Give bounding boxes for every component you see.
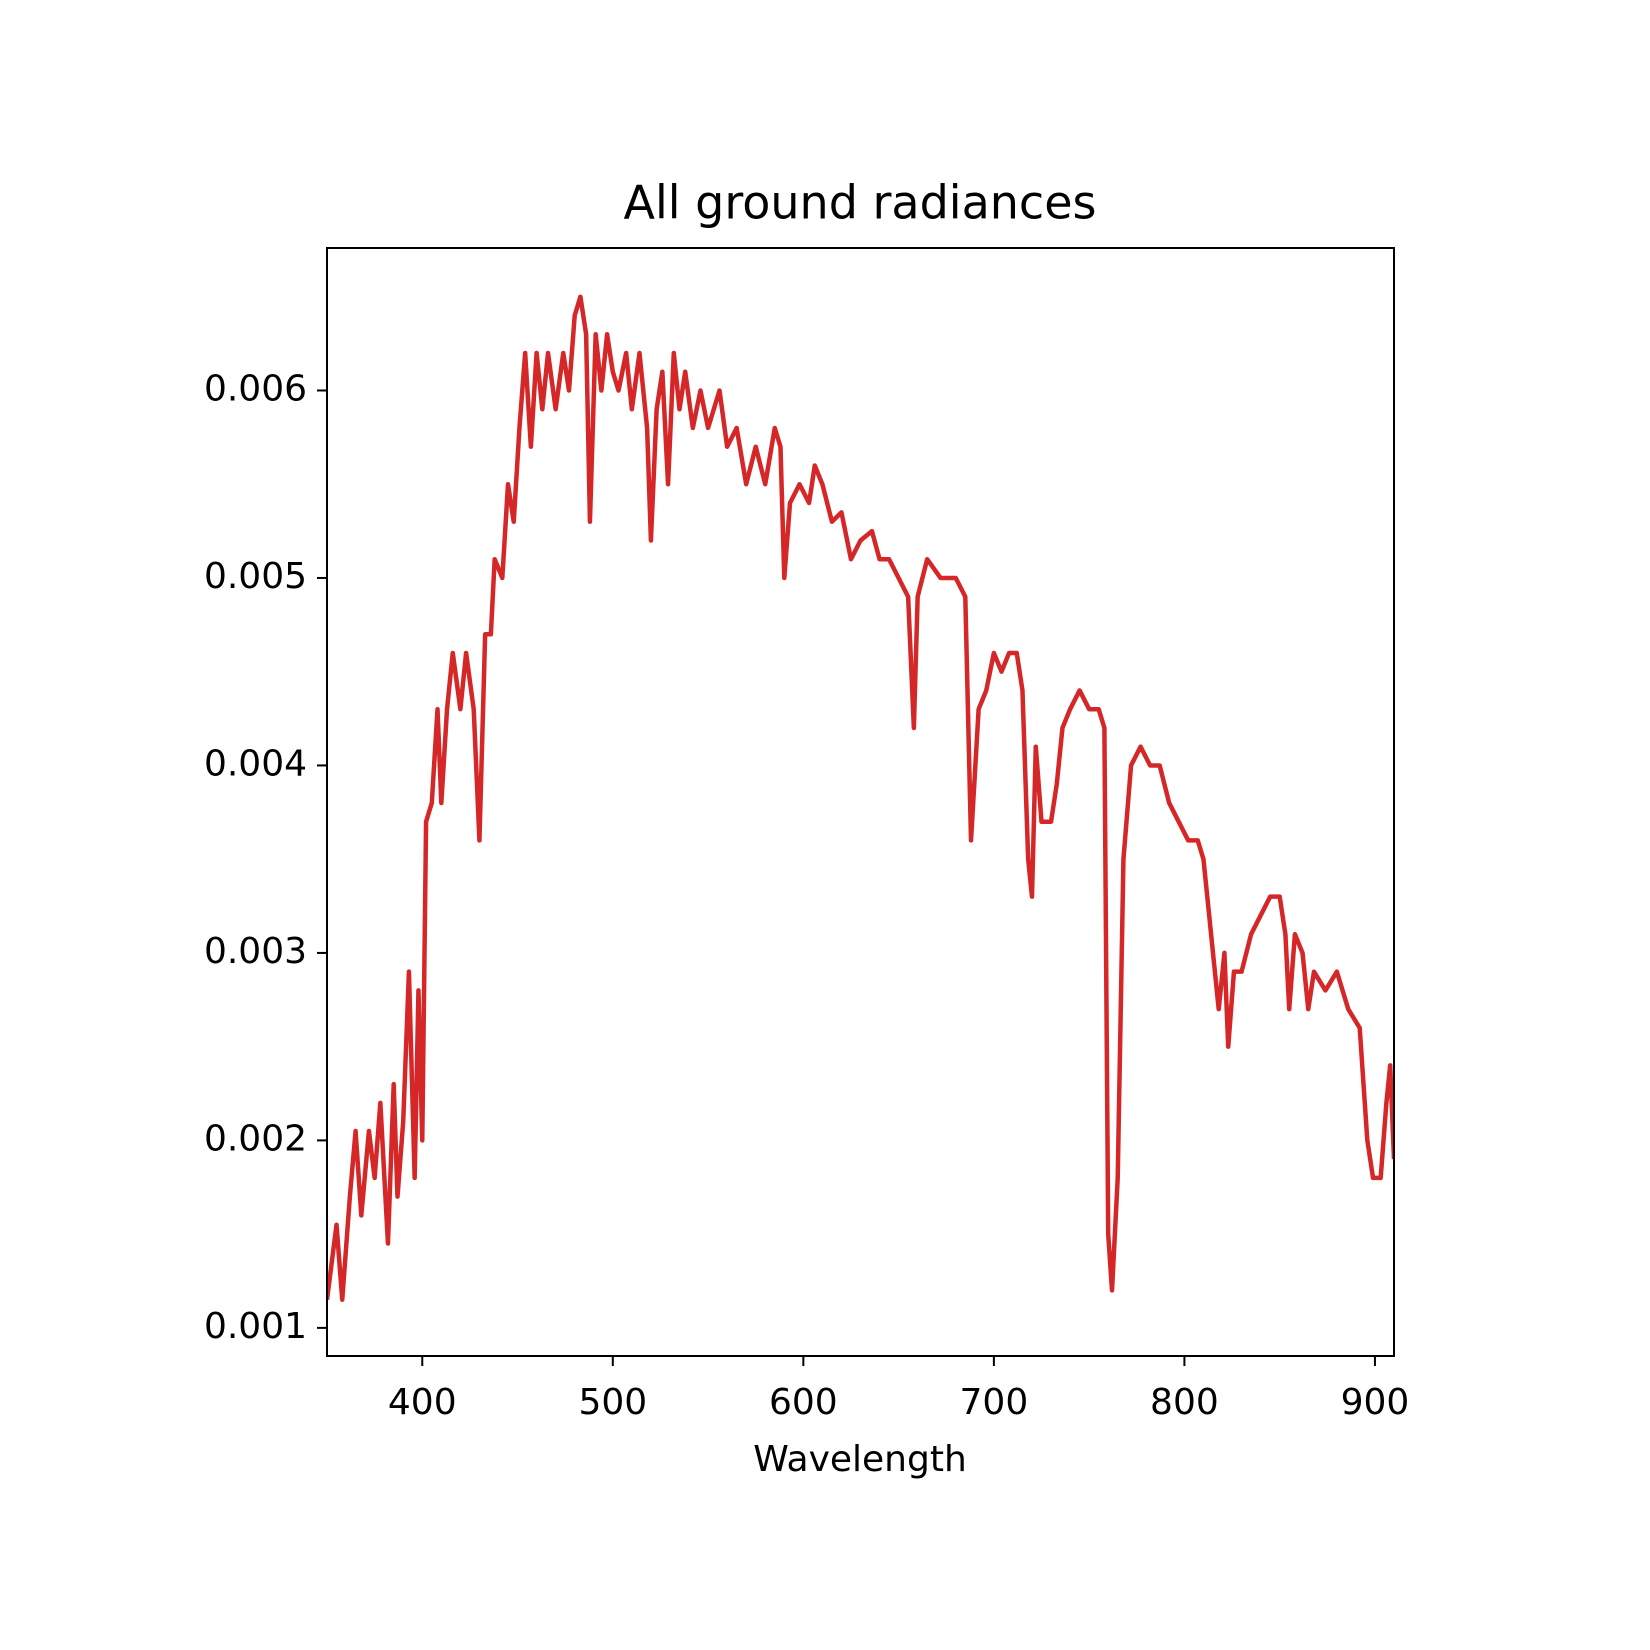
y-tick-label: 0.004 [204,743,307,784]
y-tick-label: 0.003 [204,931,307,972]
y-tick-label: 0.002 [204,1118,307,1159]
y-tick-label: 0.001 [204,1306,307,1347]
x-tick-label: 900 [1341,1382,1410,1423]
x-tick-label: 400 [388,1382,457,1423]
x-tick-label: 500 [578,1382,647,1423]
x-tick-label: 600 [769,1382,838,1423]
data-line [327,294,1394,1303]
y-tick-label: 0.005 [204,556,307,597]
x-axis-label: Wavelength [753,1439,967,1480]
plot-frame [326,247,1395,1357]
x-tick-label: 700 [960,1382,1029,1423]
y-tick-label: 0.006 [204,368,307,409]
x-tick-label: 800 [1150,1382,1219,1423]
chart-title: All ground radiances [623,176,1096,230]
